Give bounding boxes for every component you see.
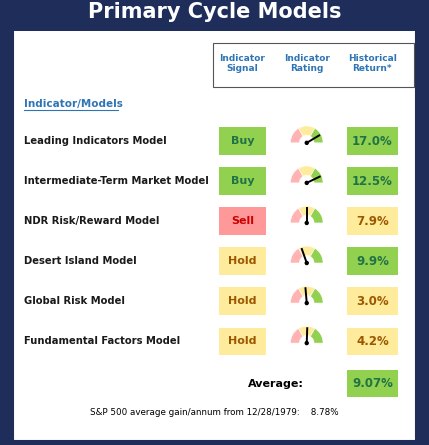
Text: Indicator
Rating: Indicator Rating (284, 53, 329, 73)
Text: Indicator/Models: Indicator/Models (24, 99, 122, 109)
Text: Hold: Hold (228, 296, 257, 306)
Text: NDR Risk/Reward Model: NDR Risk/Reward Model (24, 216, 159, 226)
Text: Fundamental Factors Model: Fundamental Factors Model (24, 336, 180, 346)
Text: Primary Cycle Models: Primary Cycle Models (88, 3, 341, 22)
Text: 17.0%: 17.0% (352, 134, 393, 148)
Text: 9.07%: 9.07% (352, 377, 393, 390)
Text: 4.2%: 4.2% (356, 335, 389, 348)
Text: Hold: Hold (228, 256, 257, 266)
Text: Intermediate-Term Market Model: Intermediate-Term Market Model (24, 176, 208, 186)
Text: Average:: Average: (248, 379, 304, 388)
Text: Buy: Buy (231, 176, 254, 186)
Text: Global Risk Model: Global Risk Model (24, 296, 124, 306)
Text: 12.5%: 12.5% (352, 174, 393, 188)
Text: 9.9%: 9.9% (356, 255, 389, 268)
Text: Leading Indicators Model: Leading Indicators Model (24, 136, 166, 146)
Text: Buy: Buy (231, 136, 254, 146)
Text: Indicator
Signal: Indicator Signal (220, 53, 265, 73)
Text: Sell: Sell (231, 216, 254, 226)
Text: Historical
Return*: Historical Return* (348, 53, 397, 73)
Text: Hold: Hold (228, 336, 257, 346)
Text: Desert Island Model: Desert Island Model (24, 256, 136, 266)
Text: 7.9%: 7.9% (356, 214, 389, 228)
Text: 3.0%: 3.0% (356, 295, 389, 308)
Text: S&P 500 average gain/annum from 12/28/1979:    8.78%: S&P 500 average gain/annum from 12/28/19… (90, 409, 339, 417)
